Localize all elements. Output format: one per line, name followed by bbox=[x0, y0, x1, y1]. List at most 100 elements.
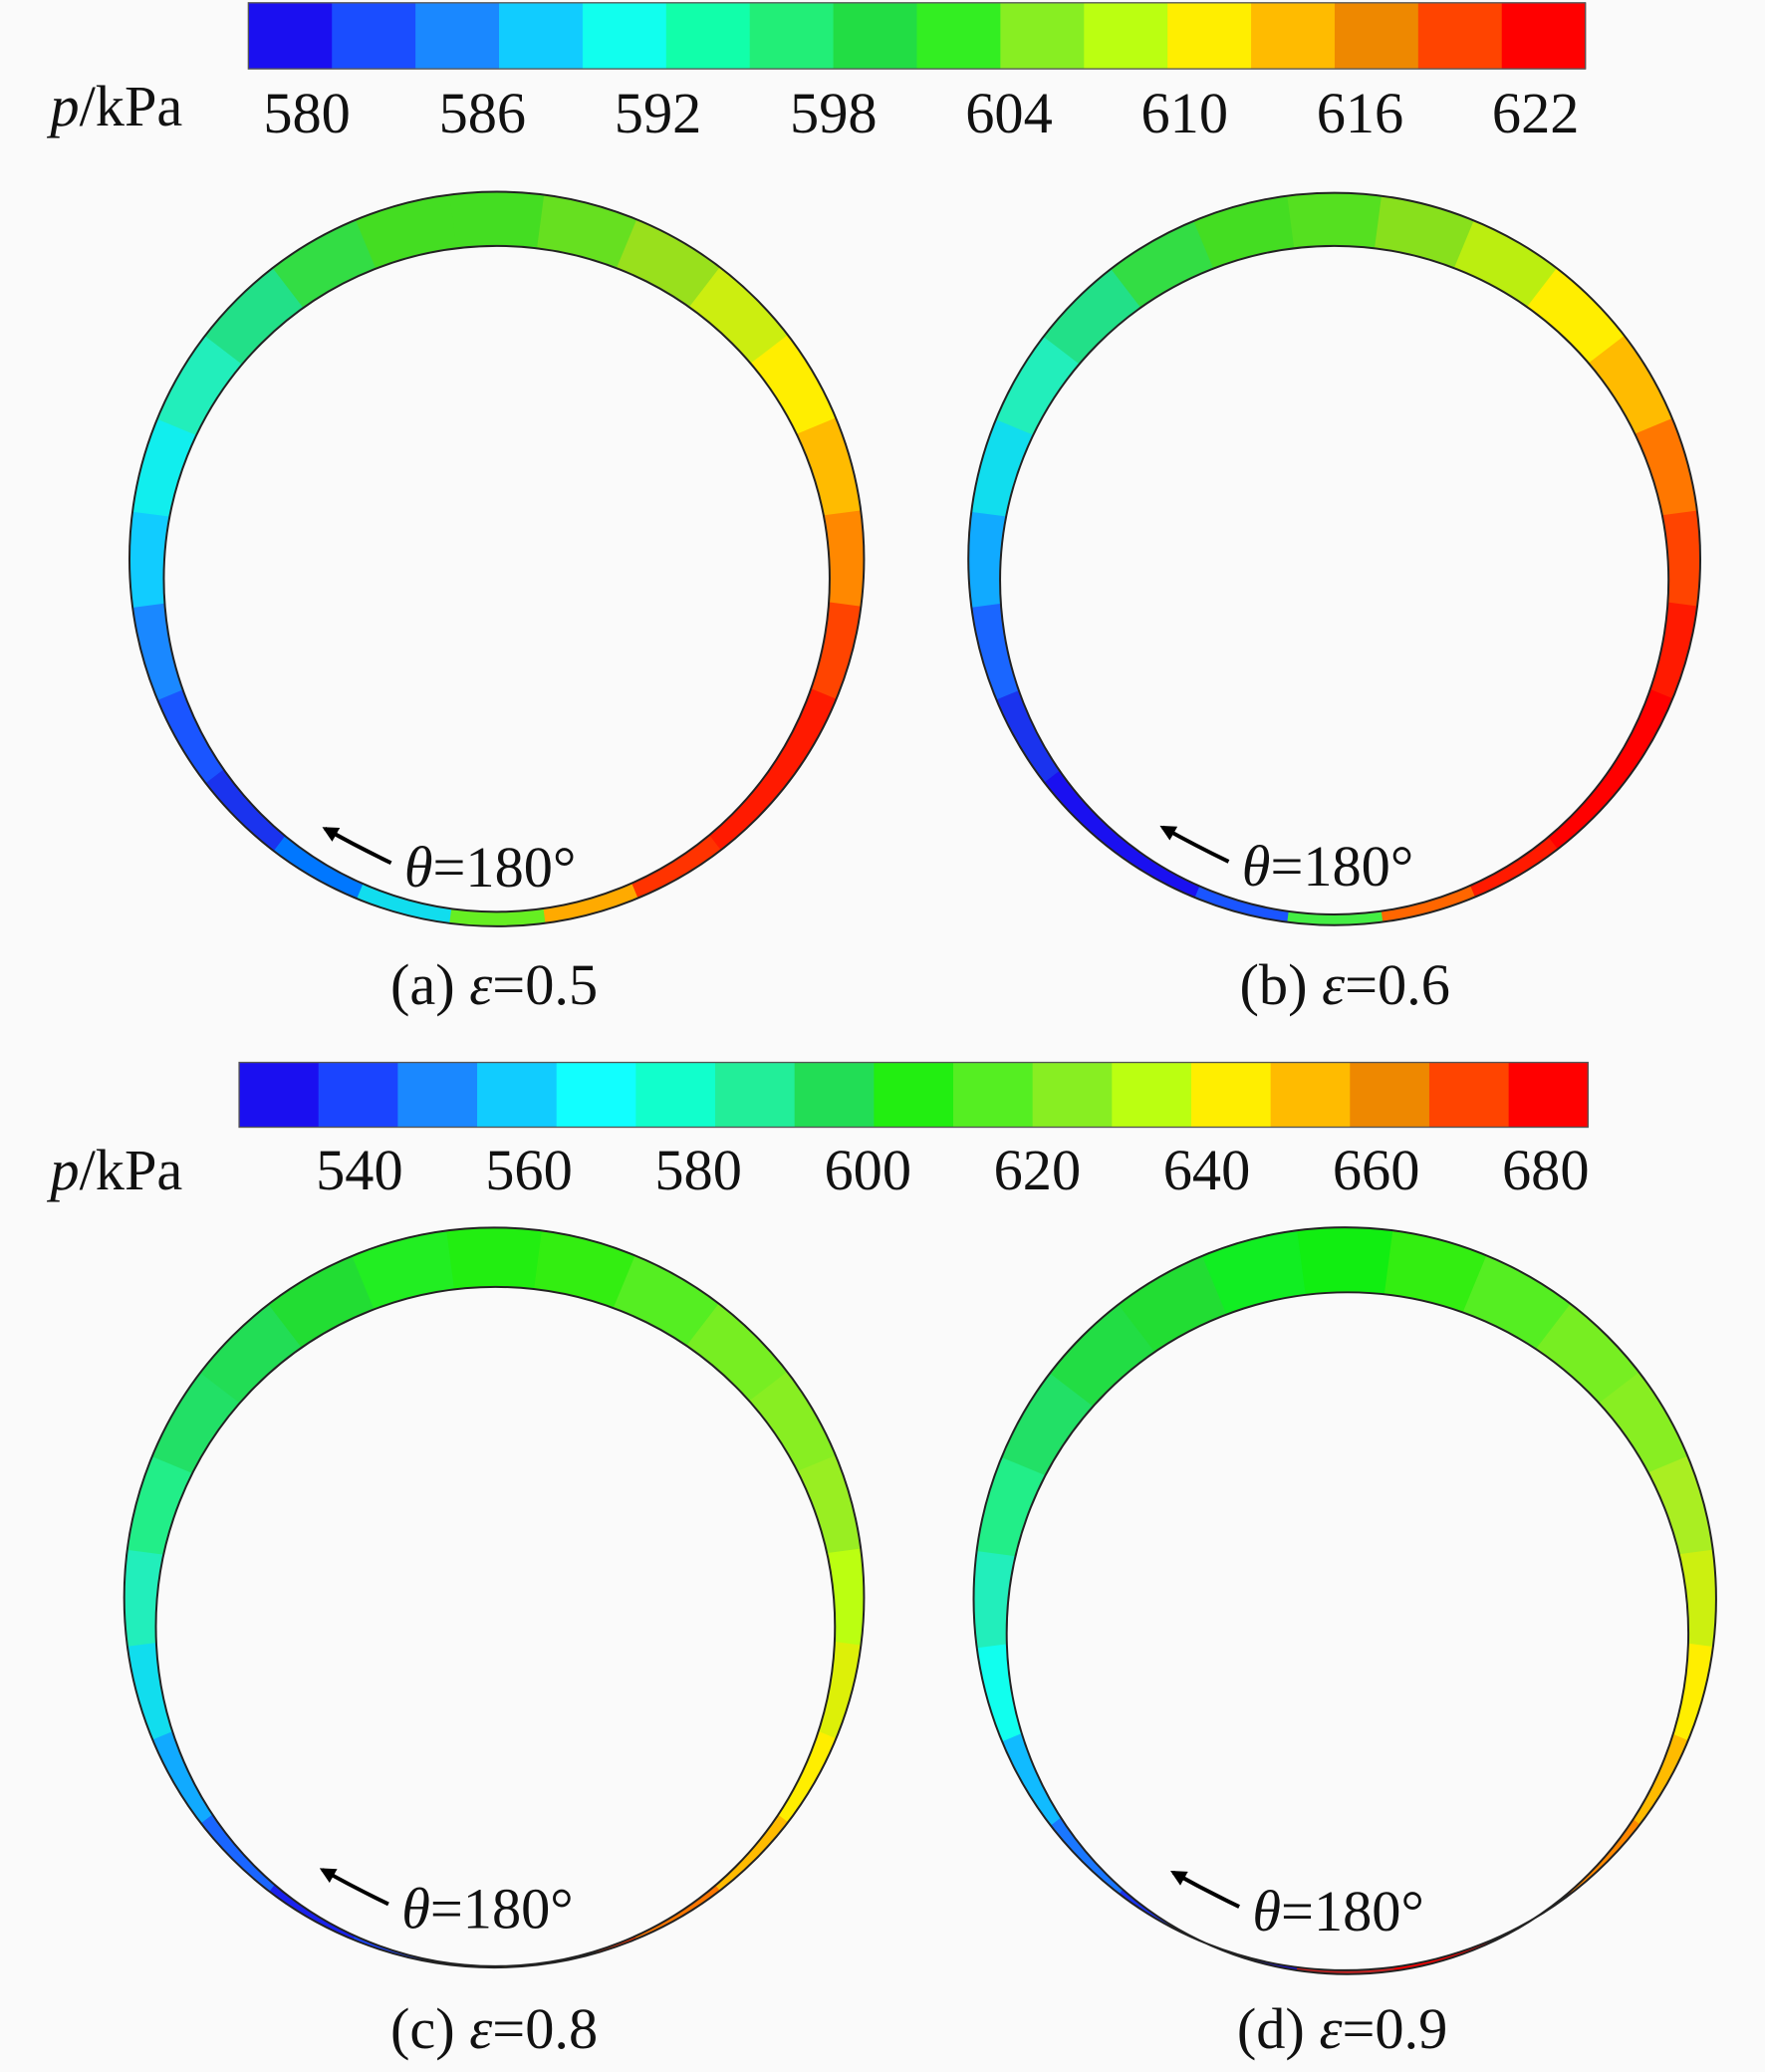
colorbar-segment bbox=[1000, 2, 1085, 70]
annotation-part: =180° bbox=[1281, 1879, 1424, 1943]
caption-part: (c) bbox=[390, 1996, 469, 2061]
ring-segment bbox=[1344, 1598, 1713, 1842]
ring-segment bbox=[496, 558, 811, 873]
ring-segment bbox=[178, 1597, 495, 1914]
ring-segment bbox=[444, 191, 550, 560]
caption-part: (b) bbox=[1239, 952, 1322, 1017]
colorbar-segment bbox=[332, 2, 416, 70]
colorbar-segment bbox=[1428, 1062, 1510, 1128]
colorbar-segment bbox=[499, 2, 584, 70]
caption-part: (a) bbox=[390, 952, 469, 1017]
ring-segment bbox=[1344, 1598, 1661, 1916]
ring-segment bbox=[1334, 246, 1647, 560]
colorbar-label-part: /kPa bbox=[80, 74, 183, 138]
ring-segment bbox=[441, 1227, 547, 1598]
annotation-part: =180° bbox=[433, 835, 577, 900]
colorbar-tick-label: 616 bbox=[1317, 81, 1404, 145]
annotation: θ=180° bbox=[1252, 1879, 1423, 1943]
ring-outline bbox=[127, 190, 866, 927]
colorbar-tick-label: 610 bbox=[1140, 81, 1228, 145]
annotation-part: θ bbox=[404, 835, 433, 900]
ring-segment bbox=[493, 1545, 865, 1651]
colorbar-tick-label: 540 bbox=[316, 1138, 403, 1202]
caption: (a) ε=0.5 bbox=[390, 952, 598, 1017]
colorbar-segment bbox=[1112, 1062, 1192, 1128]
ring-outline bbox=[123, 1226, 866, 1968]
ring-segment bbox=[128, 558, 497, 711]
colorbar-label-part: /kPa bbox=[80, 1138, 183, 1202]
caption-part: =0.6 bbox=[1345, 952, 1450, 1017]
colorbar-segment bbox=[1508, 1062, 1589, 1128]
ring-segment bbox=[496, 506, 865, 612]
ring-segment bbox=[970, 558, 1336, 799]
ring-segment bbox=[493, 1597, 865, 1750]
ring-segment bbox=[183, 245, 498, 560]
colorbar-tick-label: 580 bbox=[263, 81, 351, 145]
colorbar-segment bbox=[794, 1062, 876, 1128]
colorbar-tick-label: 592 bbox=[615, 81, 702, 145]
colorbar-segment bbox=[749, 2, 835, 70]
colorbar-segment bbox=[635, 1062, 716, 1128]
colorbar-label-part: p bbox=[46, 1138, 79, 1202]
colorbar-segment bbox=[239, 1062, 320, 1128]
colorbar-segment bbox=[1334, 2, 1419, 70]
ring-segment bbox=[493, 1444, 865, 1599]
colorbar-segment bbox=[556, 1062, 637, 1128]
colorbar-segment bbox=[1084, 2, 1168, 70]
ring-segment bbox=[493, 1282, 810, 1599]
colorbar-segment bbox=[582, 2, 667, 70]
annotation: θ=180° bbox=[404, 835, 576, 900]
ring-segment bbox=[126, 1597, 495, 1840]
annotation: θ=180° bbox=[1242, 834, 1413, 899]
annotation-part: θ bbox=[1252, 1879, 1281, 1943]
colorbar-label: p/kPa bbox=[46, 1138, 182, 1202]
arrow bbox=[1170, 1870, 1240, 1909]
caption-part: ε bbox=[1322, 952, 1345, 1017]
annotation-part: θ bbox=[1242, 834, 1271, 899]
colorbar-segment bbox=[397, 1062, 478, 1128]
colorbar-tick-label: 640 bbox=[1163, 1138, 1251, 1202]
colorbar-tick-label: 580 bbox=[654, 1138, 742, 1202]
colorbar-frame bbox=[247, 2, 1587, 70]
colorbar-label-part: p bbox=[46, 74, 79, 138]
ring-outline bbox=[967, 191, 1702, 926]
colorbar-tick-label: 598 bbox=[790, 81, 878, 145]
ring-segment bbox=[1022, 558, 1336, 872]
ring bbox=[973, 1227, 1716, 1974]
annotation-part: θ bbox=[401, 1876, 430, 1941]
colorbar-segment bbox=[1167, 2, 1252, 70]
colorbar-segment bbox=[1251, 2, 1336, 70]
ring-segment bbox=[493, 1597, 862, 1840]
colorbar-tick-label: 660 bbox=[1333, 1138, 1420, 1202]
colorbar-segment bbox=[1350, 1062, 1430, 1128]
colorbar-label: p/kPa bbox=[46, 74, 182, 138]
colorbar-tick-label: 620 bbox=[994, 1138, 1082, 1202]
colorbar-segment bbox=[833, 2, 918, 70]
colorbar-frame bbox=[238, 1061, 1589, 1129]
colorbar-tick-label: 680 bbox=[1502, 1138, 1590, 1202]
colorbar-segment bbox=[1417, 2, 1503, 70]
ring-segment bbox=[124, 1597, 495, 1750]
ring-segment bbox=[496, 558, 862, 800]
caption-part: (d) bbox=[1237, 1996, 1320, 2061]
colorbar-segment bbox=[874, 1062, 954, 1128]
colorbar-tick-label: 586 bbox=[439, 81, 527, 145]
colorbar-segment bbox=[477, 1062, 558, 1128]
caption-part: ε bbox=[469, 1996, 492, 2061]
ring-segment bbox=[496, 558, 865, 711]
colorbar-segment bbox=[318, 1062, 399, 1128]
colorbar-segment bbox=[952, 1062, 1034, 1128]
caption: (c) ε=0.8 bbox=[390, 1996, 598, 2061]
caption-part: =0.5 bbox=[492, 952, 598, 1017]
colorbar-tick-label: 604 bbox=[965, 81, 1053, 145]
caption-part: ε bbox=[1319, 1996, 1342, 2061]
annotation-part: =180° bbox=[1270, 834, 1413, 899]
ring-segment bbox=[1345, 1546, 1716, 1652]
colorbar-segment bbox=[1501, 2, 1587, 70]
ring-segment bbox=[178, 1282, 495, 1599]
ring-segment bbox=[496, 245, 811, 560]
ring-segment bbox=[131, 558, 498, 800]
caption-part: ε bbox=[469, 952, 492, 1017]
